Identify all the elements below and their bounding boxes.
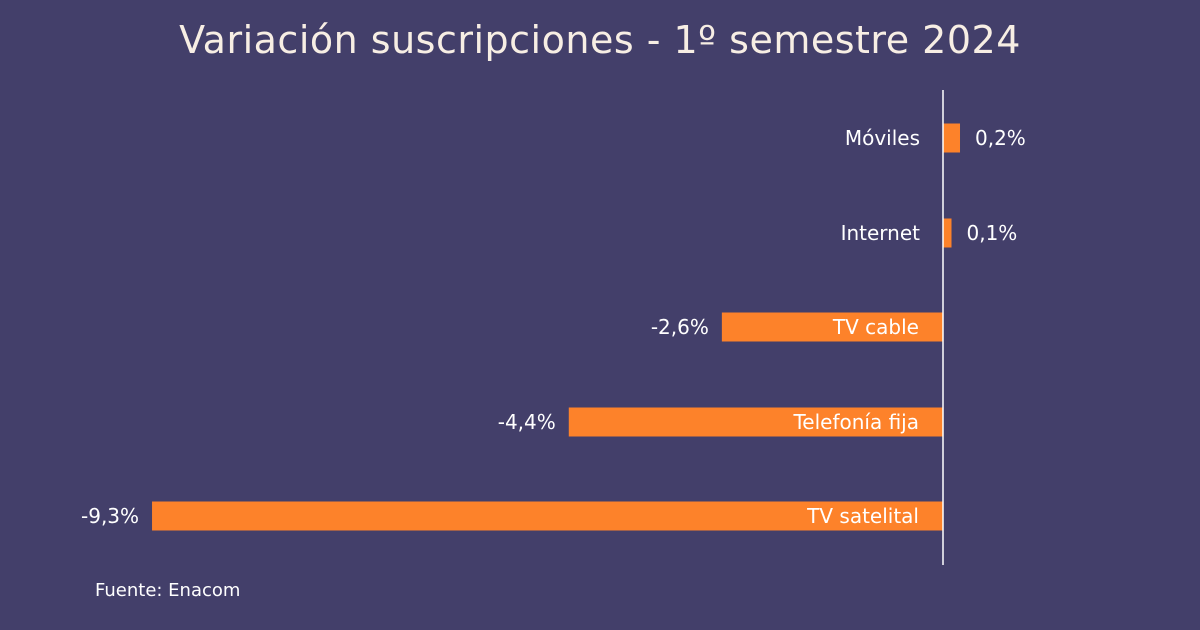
category-label-tv-satelital: TV satelital xyxy=(806,504,919,528)
chart-title: Variación suscripciones - 1º semestre 20… xyxy=(179,18,1021,62)
category-label-internet: Internet xyxy=(841,221,921,245)
category-label-tv-cable: TV cable xyxy=(832,315,919,339)
value-label-telefonia-fija: -4,4% xyxy=(498,410,556,434)
bar-tv-cable xyxy=(721,312,943,342)
bar-internet xyxy=(943,218,952,248)
value-label-internet: 0,1% xyxy=(967,221,1018,245)
source-note: Fuente: Enacom xyxy=(95,580,241,601)
category-label-moviles: Móviles xyxy=(845,126,920,150)
bar-moviles xyxy=(943,123,961,153)
bar-telefonia-fija xyxy=(568,407,943,437)
bar-tv-satelital xyxy=(152,501,943,531)
category-label-telefonia-fija: Telefonía fija xyxy=(792,410,919,434)
value-label-moviles: 0,2% xyxy=(975,126,1026,150)
value-label-tv-cable: -2,6% xyxy=(651,315,709,339)
value-label-tv-satelital: -9,3% xyxy=(81,504,139,528)
